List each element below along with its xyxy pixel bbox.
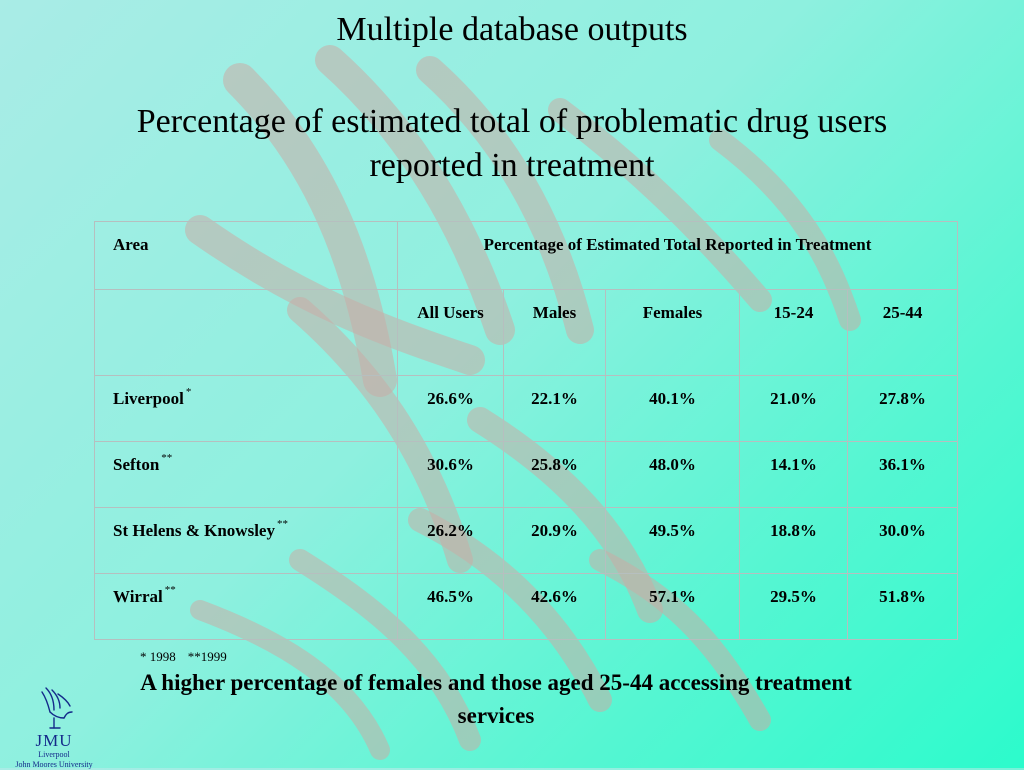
table-row: St Helens & Knowsley ** 26.2% 20.9% 49.5%… (94, 507, 959, 574)
table-row: Wirral ** 46.5% 42.6% 57.1% 29.5% 51.8% (94, 573, 959, 640)
footnote-1998: * 1998 (140, 649, 176, 664)
footnote: * 1998 **1999 (140, 649, 227, 665)
treatment-table: Area Percentage of Estimated Total Repor… (94, 221, 959, 640)
value-cell: 30.0% (846, 507, 959, 574)
table-row: Liverpool * 26.6% 22.1% 40.1% 21.0% 27.8% (94, 375, 959, 442)
value-cell: 49.5% (605, 507, 740, 574)
group-header: Percentage of Estimated Total Reported i… (396, 221, 959, 290)
area-cell: Liverpool * (94, 375, 398, 442)
value-cell: 20.9% (503, 507, 606, 574)
slide-title: Multiple database outputs (336, 11, 688, 48)
footnote-1999: **1999 (187, 649, 227, 664)
table-header-row: Area Percentage of Estimated Total Repor… (94, 221, 959, 290)
value-cell: 36.1% (846, 441, 959, 508)
liver-bird-icon (41, 687, 73, 729)
value-cell: 26.6% (397, 375, 504, 442)
area-cell: Sefton ** (94, 441, 398, 508)
value-cell: 18.8% (739, 507, 848, 574)
value-cell: 21.0% (739, 375, 848, 442)
column-header: Females (605, 289, 740, 376)
value-cell: 46.5% (397, 573, 504, 640)
value-cell: 40.1% (605, 375, 740, 442)
column-header: All Users (397, 289, 504, 376)
value-cell: 42.6% (503, 573, 606, 640)
area-name: Liverpool (113, 389, 184, 408)
slide-subtitle: Percentage of estimated total of problem… (136, 103, 888, 184)
year-mark: ** (276, 518, 288, 530)
logo-city: Liverpool (38, 750, 70, 759)
value-cell: 14.1% (739, 441, 848, 508)
conclusion-text: A higher percentage of females and those… (140, 670, 852, 728)
logo-university: John Moores University (15, 760, 93, 769)
column-header: 25-44 (846, 289, 959, 376)
jmu-logo: JMU Liverpool John Moores University (8, 684, 100, 770)
area-cell: St Helens & Knowsley ** (94, 507, 398, 574)
value-cell: 25.8% (503, 441, 606, 508)
value-cell: 27.8% (846, 375, 959, 442)
value-cell: 29.5% (739, 573, 848, 640)
logo-name: JMU (35, 731, 73, 750)
year-mark: * (185, 386, 192, 398)
area-header: Area (94, 221, 398, 290)
table-row: Sefton ** 30.6% 25.8% 48.0% 14.1% 36.1% (94, 441, 959, 508)
value-cell: 26.2% (397, 507, 504, 574)
column-header-row: All Users Males Females 15-24 25-44 (94, 289, 959, 376)
year-mark: ** (164, 584, 176, 596)
value-cell: 48.0% (605, 441, 740, 508)
value-cell: 22.1% (503, 375, 606, 442)
year-mark: ** (161, 452, 173, 464)
value-cell: 51.8% (846, 573, 959, 640)
column-header: Males (503, 289, 606, 376)
value-cell: 30.6% (397, 441, 504, 508)
value-cell: 57.1% (605, 573, 740, 640)
column-header: 15-24 (739, 289, 848, 376)
area-name: Wirral (113, 587, 163, 606)
area-name: Sefton (113, 455, 160, 474)
area-name: St Helens & Knowsley (113, 521, 275, 540)
blank-header-cell (94, 289, 398, 376)
area-cell: Wirral ** (94, 573, 398, 640)
